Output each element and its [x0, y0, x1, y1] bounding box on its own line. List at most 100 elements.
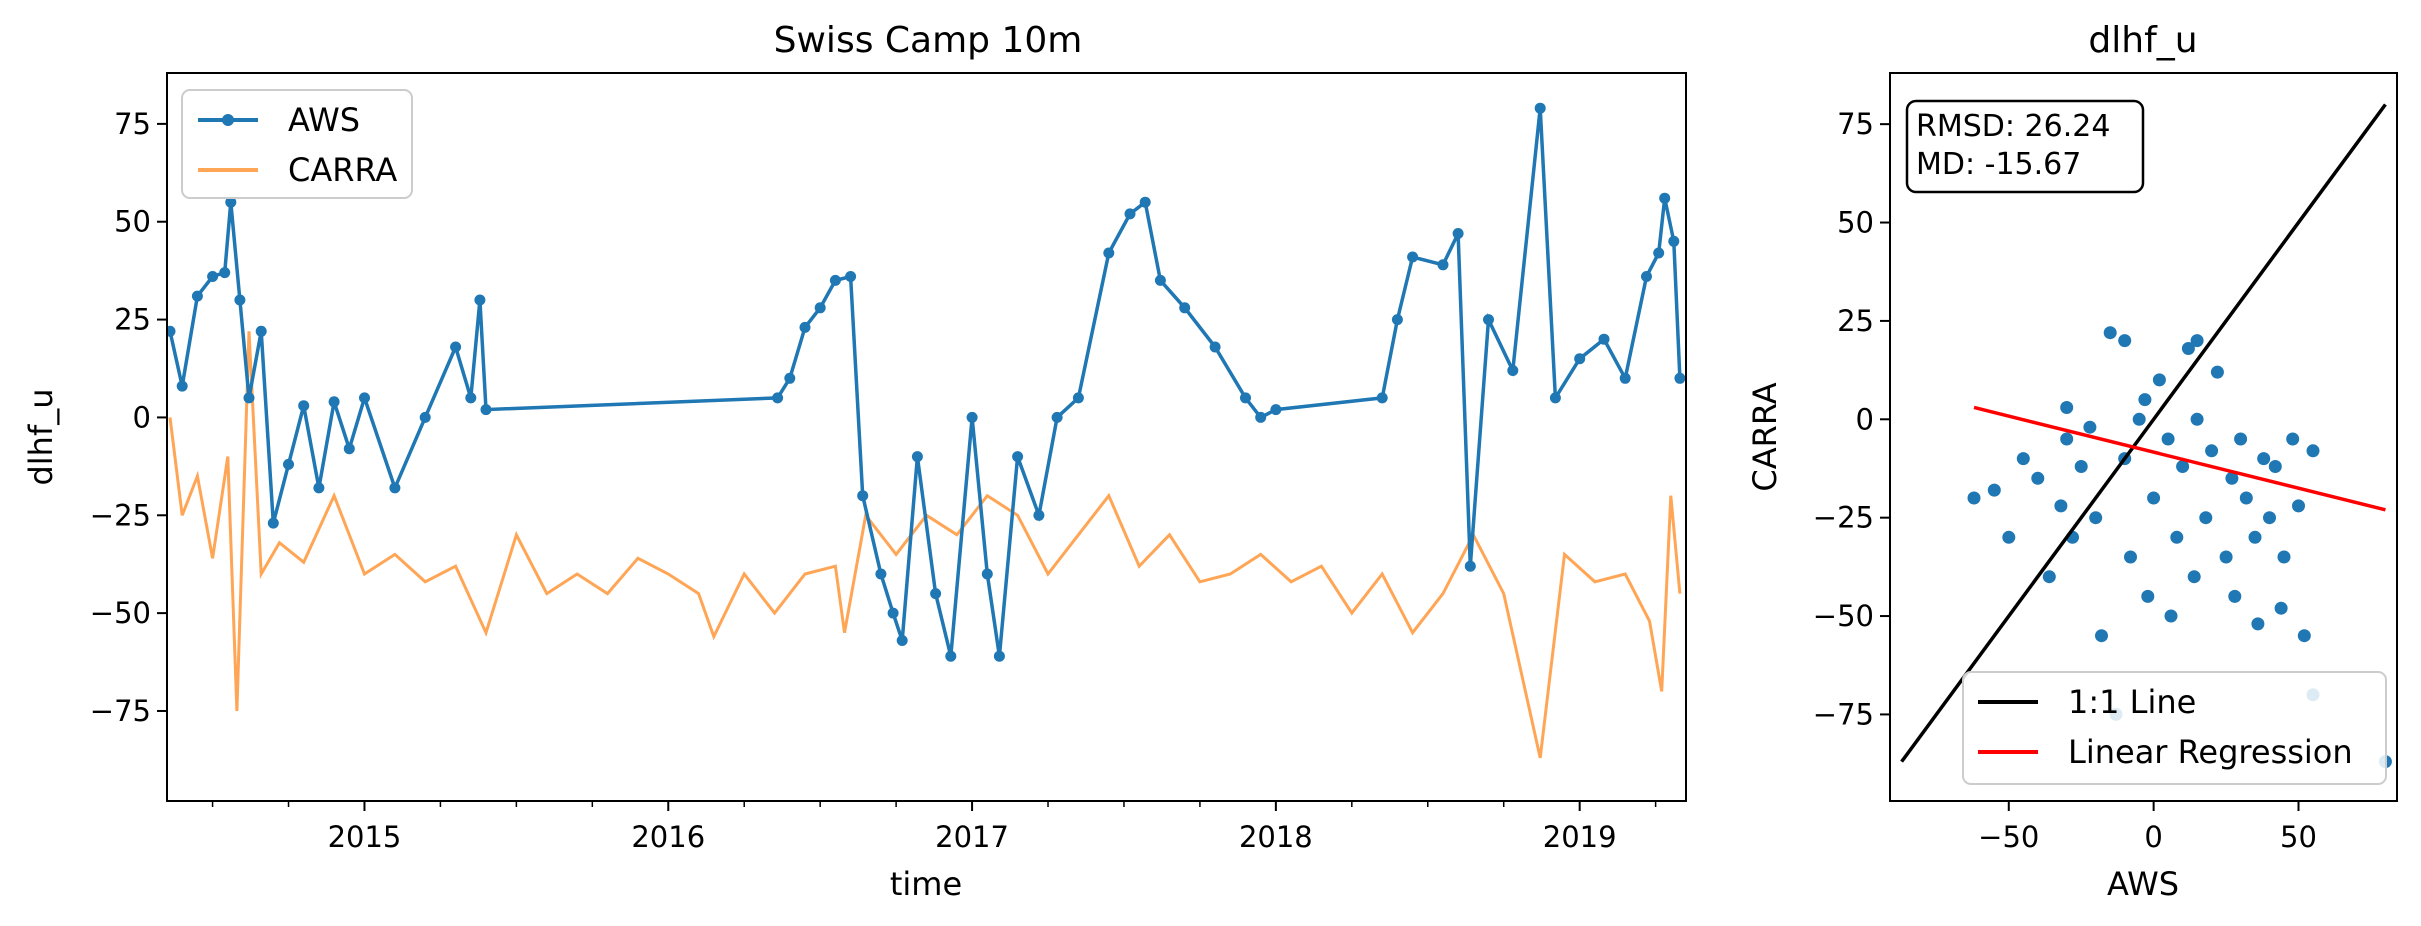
- aws-point: [1674, 372, 1686, 384]
- md-text: MD: -15.67: [1916, 147, 2081, 182]
- aws-point: [465, 392, 477, 404]
- scatter-legend-box: [1962, 671, 2387, 785]
- aws-point: [1668, 235, 1680, 247]
- legend-carra-label: CARRA: [288, 151, 397, 189]
- aws-point: [945, 650, 957, 662]
- aws-point: [1270, 404, 1282, 416]
- scatter-x-tick-label: 0: [2144, 820, 2162, 854]
- scatter-point: [2141, 589, 2155, 603]
- aws-point: [896, 635, 908, 646]
- aws-point: [1452, 228, 1464, 239]
- scatter-point: [2251, 617, 2265, 631]
- scatter-y-tick-label: 50: [1837, 206, 1874, 240]
- scatter-point: [2292, 499, 2305, 513]
- aws-point: [814, 302, 826, 314]
- scatter-y-tick-label: 0: [1856, 402, 1874, 436]
- aws-point: [1407, 251, 1419, 263]
- scatter-point: [2219, 550, 2233, 564]
- aws-point: [1154, 274, 1166, 286]
- aws-point: [1103, 247, 1115, 259]
- legend-regression-label: Linear Regression: [2068, 733, 2353, 771]
- scatter-x-tick-label: 50: [2280, 820, 2317, 854]
- x-tick-label: 2017: [935, 820, 1009, 854]
- y-tick-label: −50: [90, 596, 151, 630]
- aws-point: [784, 372, 796, 384]
- aws-point: [875, 568, 887, 580]
- scatter-x-tick-label: −50: [1978, 820, 2039, 854]
- x-tick-label: 2015: [328, 820, 402, 854]
- scatter-title: dlhf_u: [2088, 20, 2197, 61]
- scatter-point: [2074, 460, 2088, 473]
- axes-frame: [166, 72, 1687, 802]
- stats-box: RMSD: 26.24 MD: -15.67: [1905, 99, 2145, 194]
- stats-box-frame: [1905, 99, 2145, 194]
- aws-point: [1391, 314, 1403, 326]
- aws-point: [1598, 333, 1610, 345]
- scatter-point: [2054, 499, 2068, 513]
- aws-point: [1033, 509, 1045, 521]
- aws-point: [1549, 392, 1561, 404]
- scatter-point: [2147, 491, 2161, 505]
- aws-point: [1124, 208, 1136, 220]
- scatter-axes-frame: [1889, 72, 2398, 802]
- scatter-point: [2083, 420, 2097, 434]
- aws-point: [419, 411, 431, 423]
- aws-point: [243, 392, 255, 404]
- aws-point: [1179, 302, 1191, 314]
- x-axis: 2015 2016 2017 2018 2019: [211, 801, 1657, 854]
- aws-point: [829, 274, 841, 286]
- scatter-y-axis-label: CARRA: [1746, 382, 1784, 491]
- aws-point: [1507, 365, 1519, 376]
- aws-point: [993, 650, 1005, 662]
- scatter-point: [2002, 530, 2016, 544]
- aws-point: [1437, 259, 1449, 271]
- y-tick-label: 50: [114, 205, 151, 239]
- aws-point: [1376, 392, 1388, 404]
- aws-point: [298, 400, 310, 412]
- scatter-point: [2263, 511, 2276, 525]
- scatter-point: [2306, 444, 2320, 458]
- aws-point: [359, 392, 370, 404]
- scatter-point: [2199, 511, 2213, 525]
- scatter-legend: 1:1 Line Linear Regression: [1962, 671, 2387, 785]
- scatter-y-tick-label: −25: [1813, 501, 1874, 535]
- aws-point: [1619, 372, 1631, 384]
- aws-point: [1653, 247, 1665, 259]
- aws-point: [283, 458, 294, 470]
- aws-point: [1641, 271, 1652, 282]
- scatter-point: [2286, 432, 2300, 446]
- scatter-point: [2268, 460, 2282, 473]
- scatter-point: [2164, 609, 2178, 623]
- scatter-point: [2248, 530, 2262, 544]
- scatter-point: [2103, 326, 2117, 340]
- aws-point: [930, 588, 942, 600]
- scatter-point: [2274, 601, 2288, 615]
- aws-point: [313, 482, 325, 494]
- aws-point: [207, 271, 219, 282]
- scatter-point: [2095, 629, 2108, 643]
- aws-point: [167, 325, 176, 337]
- aws-point: [857, 490, 869, 502]
- aws-point: [966, 411, 978, 423]
- scatter-point: [2152, 373, 2166, 387]
- scatter-point: [1987, 483, 2001, 497]
- aws-point: [191, 290, 203, 302]
- aws-point: [474, 294, 486, 306]
- scatter-point: [2205, 444, 2219, 458]
- aws-point: [1534, 102, 1546, 114]
- scatter-y-tick-label: −75: [1813, 697, 1874, 731]
- aws-point: [1209, 341, 1221, 353]
- scatter-point: [2138, 393, 2152, 407]
- plot-area: [167, 102, 1686, 759]
- scatter-point: [2257, 452, 2271, 466]
- scatter-y-tick-label: −50: [1813, 599, 1874, 633]
- legend-aws-label: AWS: [288, 101, 360, 139]
- scatter-point: [2060, 432, 2074, 446]
- y-tick-label: 0: [133, 400, 151, 434]
- legend-one-to-one-label: 1:1 Line: [2068, 683, 2196, 721]
- scatter-point: [2161, 432, 2175, 446]
- x-axis-label: time: [890, 865, 962, 903]
- aws-point: [389, 482, 401, 494]
- scatter-x-axis: −50 0 50: [1978, 801, 2317, 854]
